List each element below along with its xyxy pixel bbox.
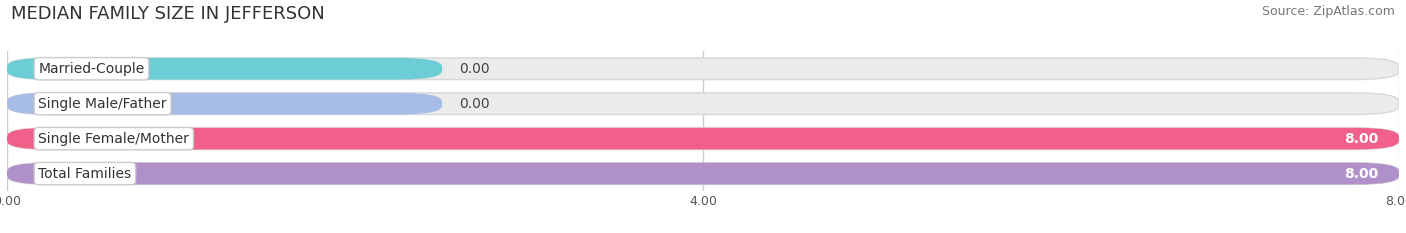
Text: Single Male/Father: Single Male/Father — [38, 97, 167, 111]
Text: MEDIAN FAMILY SIZE IN JEFFERSON: MEDIAN FAMILY SIZE IN JEFFERSON — [11, 5, 325, 23]
Text: 8.00: 8.00 — [1344, 132, 1378, 146]
Text: 0.00: 0.00 — [460, 62, 491, 76]
FancyBboxPatch shape — [7, 58, 441, 80]
Text: Single Female/Mother: Single Female/Mother — [38, 132, 190, 146]
FancyBboxPatch shape — [7, 58, 1399, 80]
FancyBboxPatch shape — [7, 93, 1399, 115]
FancyBboxPatch shape — [7, 128, 1399, 150]
Text: 0.00: 0.00 — [460, 97, 491, 111]
Text: Source: ZipAtlas.com: Source: ZipAtlas.com — [1261, 5, 1395, 18]
FancyBboxPatch shape — [7, 93, 441, 115]
Text: Married-Couple: Married-Couple — [38, 62, 145, 76]
Text: Total Families: Total Families — [38, 167, 132, 181]
Text: 8.00: 8.00 — [1344, 167, 1378, 181]
FancyBboxPatch shape — [7, 163, 1399, 185]
FancyBboxPatch shape — [7, 128, 1399, 150]
FancyBboxPatch shape — [7, 163, 1399, 185]
